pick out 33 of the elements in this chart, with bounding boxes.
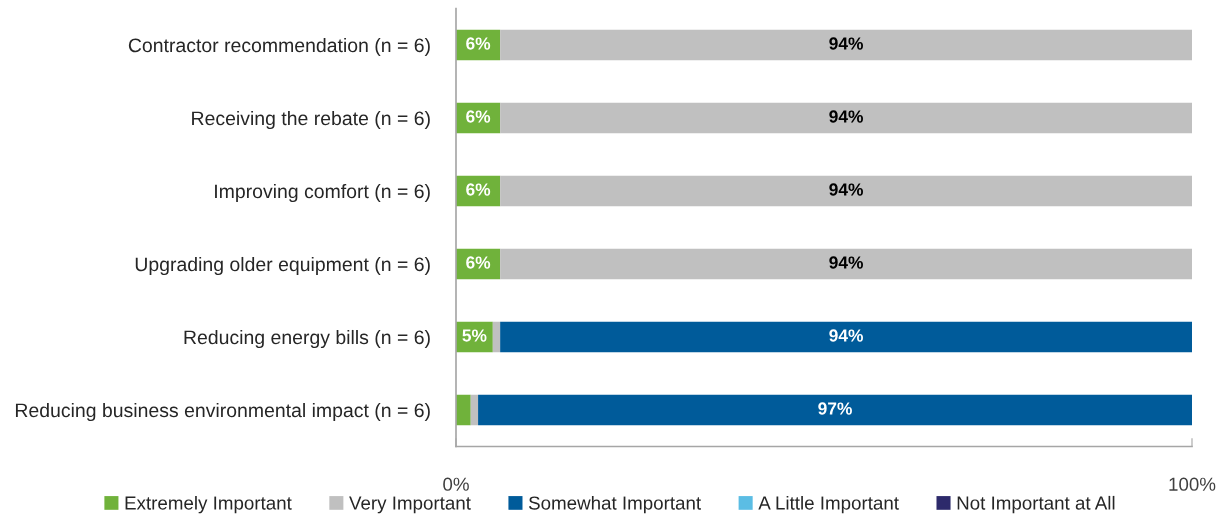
bar — [500, 102, 1192, 134]
y-tick-label: Upgrading older equipment (n = 6) — [135, 256, 430, 276]
bar — [456, 394, 471, 426]
data-label: 94% — [829, 256, 863, 269]
data-label: 97% — [818, 402, 852, 415]
bar — [500, 29, 1192, 61]
data-label: 6% — [466, 37, 491, 50]
data-label: 5% — [462, 329, 487, 342]
data-label: 94% — [829, 110, 863, 123]
bar — [500, 248, 1192, 280]
y-tick-label: Reducing business environmental impact (n = 6) — [15, 402, 430, 422]
data-label: 94% — [829, 183, 863, 196]
data-label: 6% — [466, 256, 491, 269]
y-tick-label: Contractor recommendation (n = 6) — [128, 37, 430, 57]
x-tick-label: 0% — [443, 477, 469, 491]
y-tick-label: Receiving the rebate (n = 6) — [192, 110, 430, 130]
y-tick-label: Improving comfort (n = 6) — [215, 183, 430, 203]
bar — [478, 394, 1192, 426]
legend-label: Not Important at All — [957, 495, 1115, 514]
legend-label: Extremely Important — [125, 495, 292, 514]
bar — [500, 175, 1192, 207]
y-tick-label: Reducing energy bills (n = 6) — [184, 329, 430, 349]
x-tick-label: 100% — [1169, 477, 1216, 491]
legend-label: A Little Important — [758, 495, 899, 514]
data-label: 6% — [466, 110, 491, 123]
bar — [470, 394, 479, 426]
data-label: 94% — [829, 329, 863, 342]
legend-label: Somewhat Important — [528, 495, 701, 514]
bar — [492, 321, 501, 353]
data-label: 94% — [829, 37, 863, 50]
legend-label: Very Important — [349, 496, 471, 514]
bar — [500, 321, 1192, 353]
data-label: 6% — [466, 183, 491, 196]
